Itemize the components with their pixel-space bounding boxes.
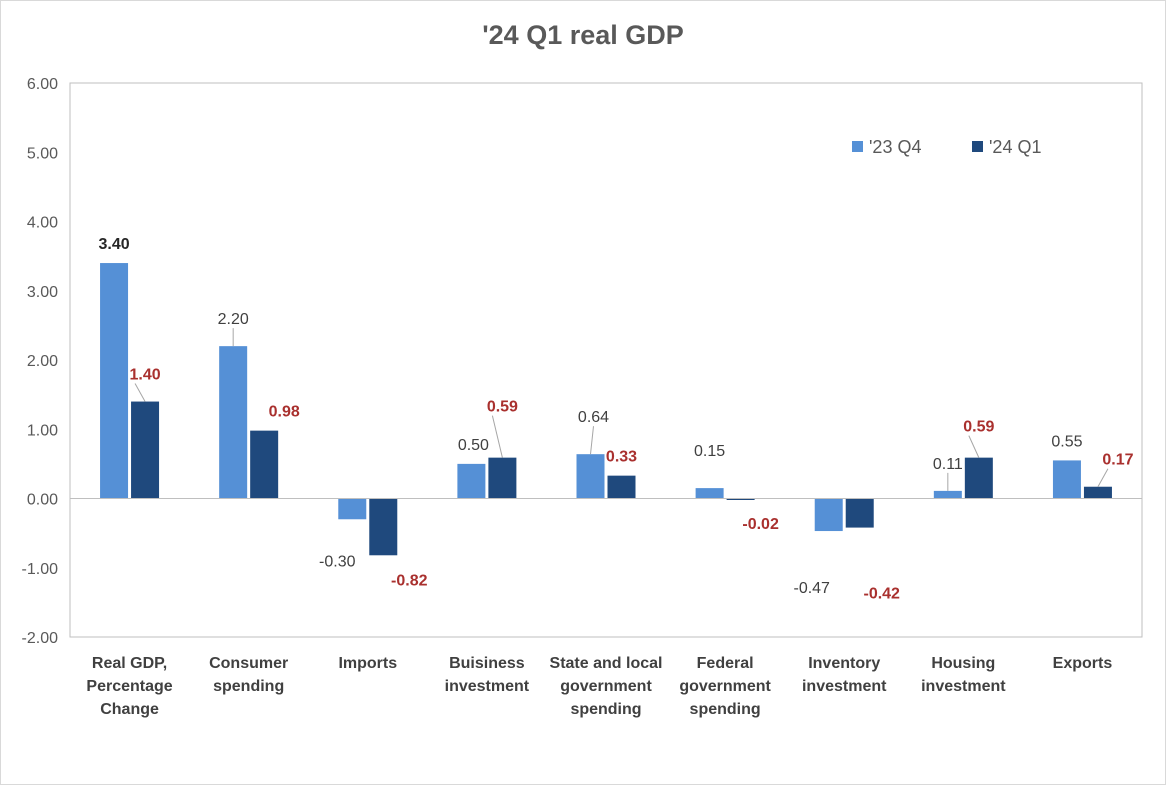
legend-swatch (852, 141, 863, 152)
bar-q4-2023 (814, 498, 843, 532)
leader-line (590, 426, 594, 455)
bar-q1-2024 (845, 498, 874, 528)
x-axis-label-line: State and local (550, 655, 663, 672)
x-axis-label-line: spending (690, 701, 761, 718)
bar-q4-2023 (457, 463, 486, 499)
x-axis-label: Inventory investment (802, 655, 887, 695)
chart-title: '24 Q1 real GDP (482, 20, 684, 50)
data-label-q4-2023: 3.40 (98, 236, 129, 253)
data-label-q1-2024: 0.59 (487, 399, 518, 416)
bar-q4-2023 (100, 263, 129, 499)
leader-line (491, 415, 503, 458)
x-axis-label-line: spending (213, 678, 284, 695)
x-axis-label-line: Real GDP, (92, 655, 167, 672)
bar-q4-2023 (219, 346, 248, 499)
bar-q1-2024 (1083, 486, 1112, 499)
x-axis-label-line: Housing (931, 655, 995, 672)
x-axis-label-line: Percentage (86, 678, 172, 695)
y-tick-label: 1.00 (27, 422, 58, 439)
data-label-q1-2024: 0.17 (1102, 452, 1133, 469)
y-tick-label: 5.00 (27, 145, 58, 162)
x-axis-label: State and local government spending (550, 655, 663, 718)
plot-area (69, 82, 1143, 638)
y-axis-ticks: 6.00 5.00 4.00 3.00 2.00 1.00 0.00 -1.00 -2.00 (22, 76, 59, 647)
bar-q1-2024 (131, 401, 160, 499)
y-tick-label: 0.00 (27, 492, 58, 509)
y-tick-label: -1.00 (22, 561, 59, 578)
data-label-q1-2024: 0.98 (269, 404, 300, 421)
leader-line (968, 435, 980, 458)
data-label-q4-2023: 2.20 (218, 311, 249, 328)
data-label-q4-2023: 0.64 (578, 409, 609, 426)
x-axis-label: Imports (338, 655, 397, 672)
y-tick-label: -2.00 (22, 630, 59, 647)
data-label-q4-2023: 0.55 (1051, 433, 1082, 450)
data-label-q1-2024: 0.33 (606, 449, 637, 466)
data-label-q4-2023: -0.47 (793, 580, 830, 597)
data-label-q1-2024: 1.40 (129, 367, 160, 384)
data-label-q4-2023: -0.30 (319, 553, 356, 570)
bars (100, 263, 1112, 556)
data-label-q4-2023: 0.50 (458, 437, 489, 454)
data-label-q1-2024: -0.82 (391, 572, 428, 589)
leader-line (134, 383, 146, 402)
data-label-q1-2024: -0.42 (863, 586, 900, 603)
x-axis-label-line: investment (802, 678, 887, 695)
legend-label: '24 Q1 (989, 137, 1041, 157)
y-tick-label: 6.00 (27, 76, 58, 93)
x-axis-label: Federal government spending (679, 655, 771, 718)
x-axis-label-line: Inventory (808, 655, 880, 672)
bar-q4-2023 (695, 488, 724, 499)
bar-q1-2024 (250, 430, 279, 499)
y-tick-label: 3.00 (27, 284, 58, 301)
bar-q4-2023 (933, 490, 962, 499)
bar-q1-2024 (964, 457, 993, 499)
x-axis-label-line: Buisiness (449, 655, 525, 672)
data-label-q1-2024: 0.59 (963, 419, 994, 436)
bar-q4-2023 (338, 498, 367, 520)
y-tick-label: 4.00 (27, 215, 58, 232)
bar-q1-2024 (607, 475, 636, 499)
bar-q1-2024 (726, 498, 755, 500)
y-tick-label: 2.00 (27, 353, 58, 370)
x-axis-label: Exports (1053, 655, 1113, 672)
bar-q4-2023 (1052, 460, 1081, 499)
legend-label: '23 Q4 (869, 137, 921, 157)
x-axis-label-line: Imports (338, 655, 397, 672)
x-axis-label-line: Consumer (209, 655, 288, 672)
x-axis-label: Buisiness investment (445, 655, 530, 695)
x-axis-label-line: Change (100, 701, 159, 718)
legend: '23 Q4 '24 Q1 (852, 137, 1041, 157)
bar-q1-2024 (488, 457, 517, 499)
leader-line (1097, 468, 1109, 487)
x-axis-label-line: Exports (1053, 655, 1113, 672)
x-axis-label-line: Federal (697, 655, 754, 672)
label-leader-lines (134, 328, 1109, 491)
x-axis-label-line: investment (921, 678, 1006, 695)
x-axis-label-line: government (679, 678, 771, 695)
bar-q1-2024 (369, 498, 398, 556)
x-axis-label-line: investment (445, 678, 530, 695)
data-label-q4-2023: 0.11 (933, 456, 963, 473)
x-axis-labels: Real GDP, Percentage Change Consumer spendin… (86, 655, 1112, 718)
data-label-q1-2024: -0.02 (742, 516, 779, 533)
bar-q4-2023 (576, 454, 605, 499)
x-axis-label: Consumer spending (209, 655, 288, 695)
data-label-q4-2023: 0.15 (694, 443, 725, 460)
legend-swatch (972, 141, 983, 152)
data-labels: 3.40 1.40 2.20 0.98 -0.30 -0.82 0.50 0.59 0.64 0.… (98, 236, 1133, 603)
x-axis-label: Housing investment (921, 655, 1006, 695)
x-axis-label: Real GDP, Percentage Change (86, 655, 172, 718)
x-axis-label-line: spending (570, 701, 641, 718)
x-axis-label-line: government (560, 678, 652, 695)
